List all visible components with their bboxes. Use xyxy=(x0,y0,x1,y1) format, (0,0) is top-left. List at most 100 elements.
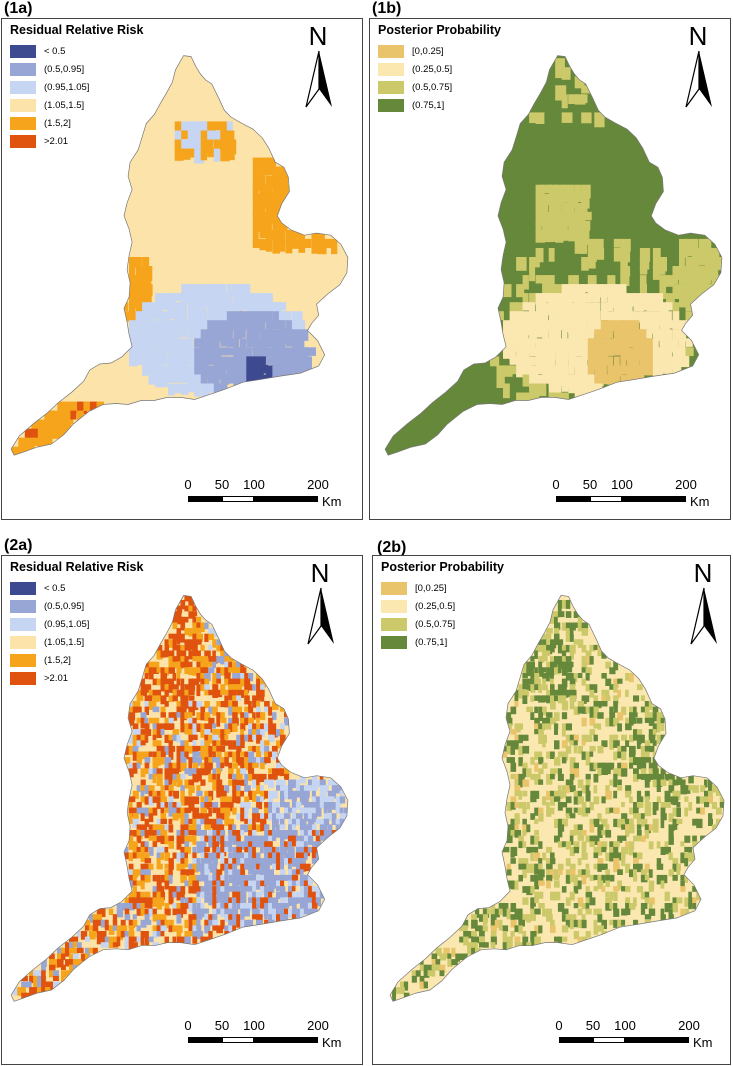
map-region xyxy=(264,852,270,860)
map-region xyxy=(216,689,223,698)
map-region xyxy=(284,807,289,816)
map-region xyxy=(589,897,596,906)
map-region xyxy=(240,712,245,722)
map-region xyxy=(581,852,588,860)
map-region xyxy=(621,835,627,841)
map-region xyxy=(581,338,590,354)
map-region xyxy=(639,302,650,311)
map-region xyxy=(601,768,608,775)
map-region xyxy=(303,785,311,792)
map-region xyxy=(260,678,267,688)
map-region xyxy=(216,729,221,739)
map-region xyxy=(256,717,260,723)
map-region xyxy=(259,365,269,374)
map-region xyxy=(259,229,269,239)
map-region xyxy=(268,835,273,841)
map-region xyxy=(252,338,264,352)
map-region xyxy=(164,701,169,707)
map-region xyxy=(61,970,67,978)
map-region xyxy=(252,184,259,200)
map-region xyxy=(490,903,496,909)
map-region xyxy=(57,947,63,957)
map-region xyxy=(244,874,251,882)
map-region xyxy=(236,880,242,886)
map-region xyxy=(188,863,194,873)
map-region xyxy=(172,790,179,799)
map-region xyxy=(593,919,598,929)
map-region xyxy=(128,813,133,822)
map-region xyxy=(535,365,547,374)
map-region xyxy=(236,751,241,759)
map-region xyxy=(236,886,241,893)
map-region xyxy=(522,779,530,787)
map-region xyxy=(569,919,574,930)
map-region xyxy=(514,790,519,796)
map-region xyxy=(232,835,238,845)
map-region xyxy=(140,880,145,890)
map-region xyxy=(680,908,684,918)
map-region xyxy=(620,329,628,344)
map-region xyxy=(174,293,182,302)
map-region xyxy=(140,785,148,792)
map-region xyxy=(557,605,562,612)
map-region xyxy=(160,830,168,836)
map-region xyxy=(232,667,239,676)
map-region xyxy=(565,628,570,637)
map-region xyxy=(546,695,551,704)
map-region xyxy=(303,880,311,886)
map-region xyxy=(652,293,664,306)
map-region xyxy=(156,846,161,856)
map-region xyxy=(216,813,223,819)
map-region xyxy=(168,311,178,320)
map-region xyxy=(278,329,289,344)
map-region xyxy=(568,284,576,296)
map-region xyxy=(284,773,290,780)
map-region xyxy=(176,773,181,783)
map-region xyxy=(672,356,680,367)
map-region xyxy=(568,320,576,335)
map-region xyxy=(252,757,257,764)
map-region xyxy=(331,790,337,799)
map-region xyxy=(168,338,178,353)
map-region xyxy=(601,695,608,702)
map-region xyxy=(188,661,193,668)
map-region xyxy=(192,897,199,904)
map-region xyxy=(555,293,565,307)
map-region xyxy=(208,734,214,744)
map-region xyxy=(568,356,577,368)
map-region xyxy=(509,338,520,352)
map-region xyxy=(246,374,257,386)
map-region xyxy=(535,329,543,338)
north-arrow: N xyxy=(684,23,714,108)
map-region xyxy=(236,903,240,910)
map-region xyxy=(574,184,582,200)
map-region xyxy=(256,678,260,688)
map-region xyxy=(509,302,518,312)
map-region xyxy=(665,356,676,369)
map-region xyxy=(180,622,186,631)
map-region xyxy=(240,914,245,920)
map-region xyxy=(530,656,535,662)
map-region xyxy=(620,257,628,267)
map-region xyxy=(172,768,179,777)
map-region xyxy=(212,903,218,909)
map-region xyxy=(208,661,214,667)
map-region xyxy=(156,751,161,759)
map-region xyxy=(168,374,178,383)
map-region xyxy=(129,275,139,289)
map-region xyxy=(216,869,223,876)
map-region xyxy=(288,790,294,800)
map-region xyxy=(620,356,627,367)
map-region xyxy=(259,202,266,217)
map-region xyxy=(128,802,133,812)
map-region xyxy=(664,891,670,902)
map-region xyxy=(561,644,566,653)
map-region xyxy=(244,757,250,765)
map-region xyxy=(220,644,226,653)
map-region xyxy=(268,914,275,920)
map-region xyxy=(268,773,273,781)
map-region xyxy=(187,284,196,295)
map-region xyxy=(228,919,235,927)
map-region xyxy=(538,863,543,870)
map-region xyxy=(168,684,173,693)
